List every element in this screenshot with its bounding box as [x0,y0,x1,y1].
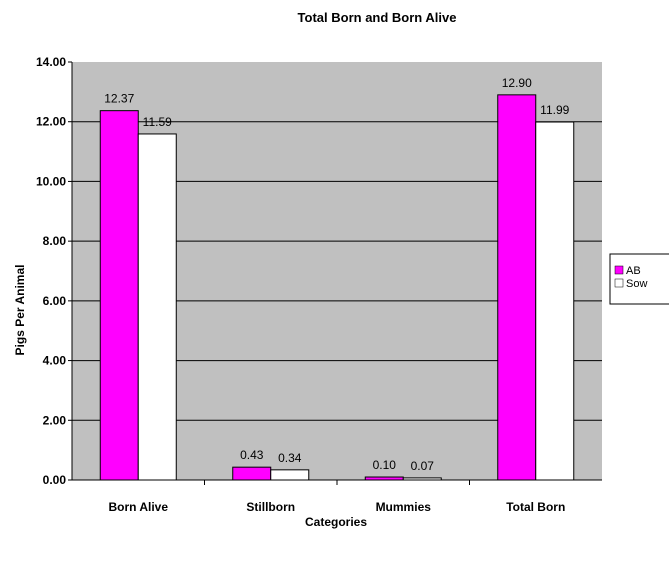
data-label: 0.34 [278,451,302,465]
y-tick-label: 12.00 [36,115,66,129]
bar-ab-1 [232,466,272,481]
data-label: 0.43 [240,448,264,462]
data-label: 0.10 [373,458,397,472]
y-tick-label: 0.00 [43,473,67,487]
y-tick-label: 14.00 [36,55,66,69]
legend-label-ab: AB [626,265,641,277]
data-label: 11.99 [540,103,569,117]
y-axis-title: Pigs Per Animal [13,265,27,356]
data-label: 0.07 [411,459,435,473]
bar-ab-3 [497,94,537,481]
bar-sow-0 [137,133,177,481]
x-tick-label: Born Alive [108,500,168,514]
legend-swatch-sow [614,278,624,288]
data-label: 12.90 [502,76,532,90]
x-tick-label: Stillborn [246,500,295,514]
bar-sow-1 [270,469,310,481]
y-tick-label: 10.00 [36,174,66,188]
bar-sow-3 [535,121,575,481]
bars [99,94,575,481]
bar-ab-0 [99,110,139,481]
x-axis-title: Categories [305,515,367,529]
legend-label-sow: Sow [626,278,647,290]
data-label: 11.59 [143,115,172,129]
x-axis-ticks: Born Alive Stillborn Mummies Total Born [108,480,565,514]
y-tick-label: 8.00 [43,234,67,248]
data-labels: 12.37 11.59 0.43 0.34 0.10 0.07 12.90 11.99 [104,76,569,473]
y-axis-ticks: 0.00 2.00 4.00 6.00 8.00 10.00 12.00 14.00 [36,55,72,487]
y-tick-label: 2.00 [43,413,67,427]
chart-title: Total Born and Born Alive [298,10,457,25]
data-label: 12.37 [104,92,134,106]
x-tick-label: Mummies [376,500,432,514]
y-tick-label: 6.00 [43,294,67,308]
legend: AB Sow [609,253,669,305]
x-tick-label: Total Born [506,500,565,514]
y-tick-label: 4.00 [43,354,67,368]
legend-swatch-ab [614,265,624,275]
